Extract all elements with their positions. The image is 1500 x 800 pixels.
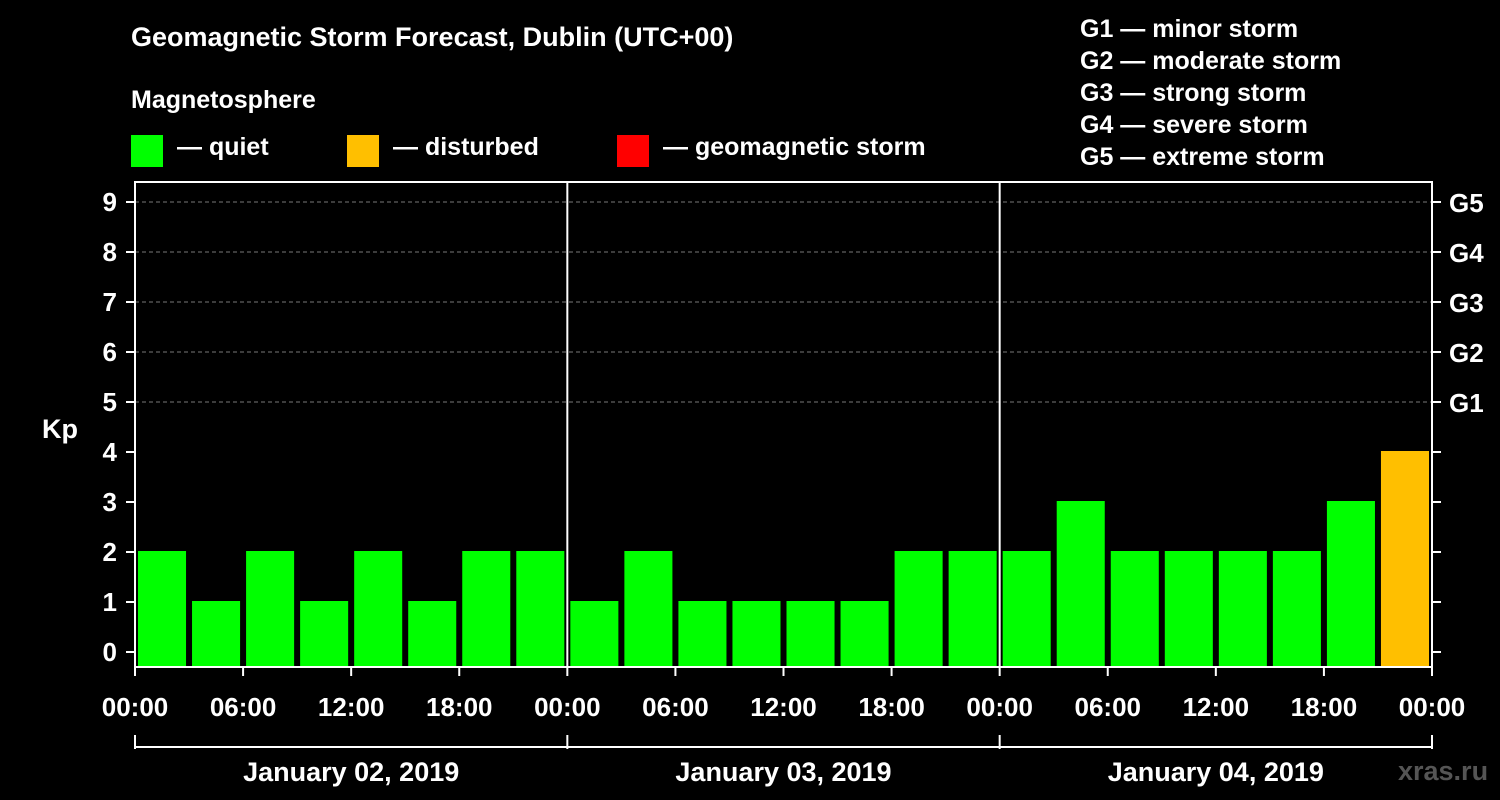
y-axis-label: Kp [42, 414, 78, 444]
storm-level-g5: G5 — extreme storm [1080, 143, 1325, 171]
bar [570, 601, 619, 667]
day-label: January 02, 2019 [243, 757, 459, 787]
y-tick-label: 5 [103, 387, 117, 417]
x-tick-label: 00:00 [534, 692, 601, 722]
bar [1164, 551, 1213, 667]
day-label: January 04, 2019 [1108, 757, 1324, 787]
x-tick-label: 18:00 [1291, 692, 1358, 722]
x-tick-label: 06:00 [1075, 692, 1142, 722]
x-tick-label: 06:00 [642, 692, 709, 722]
y-tick-label: 7 [103, 287, 117, 317]
bar [354, 551, 403, 667]
y-tick-label: 3 [103, 487, 117, 517]
storm-level-g4: G4 — severe storm [1080, 111, 1308, 139]
x-tick-label: 18:00 [858, 692, 925, 722]
y-tick-label: 0 [103, 637, 117, 667]
bar [1218, 551, 1267, 667]
bar [246, 551, 295, 667]
bar [1056, 501, 1105, 667]
bar [300, 601, 349, 667]
bar [732, 601, 781, 667]
legend-label-disturbed: — disturbed [393, 133, 539, 161]
legend-title: Magnetosphere [131, 86, 316, 114]
bar [1326, 501, 1375, 667]
x-tick-label: 06:00 [210, 692, 277, 722]
bar [516, 551, 565, 667]
bar [786, 601, 835, 667]
y-tick-label: 2 [103, 537, 117, 567]
g-level-label: G1 [1449, 388, 1484, 418]
chart-title: Geomagnetic Storm Forecast, Dublin (UTC+… [131, 22, 734, 52]
bar [138, 551, 187, 667]
storm-level-g1: G1 — minor storm [1080, 15, 1299, 43]
x-tick-label: 12:00 [318, 692, 385, 722]
bar [1380, 451, 1429, 667]
y-tick-label: 6 [103, 337, 117, 367]
x-tick-label: 18:00 [426, 692, 493, 722]
storm-level-g3: G3 — strong storm [1080, 79, 1307, 107]
bar [1110, 551, 1159, 667]
g-level-label: G4 [1449, 238, 1484, 268]
x-tick-label: 12:00 [750, 692, 817, 722]
bar [192, 601, 241, 667]
legend-swatch-disturbed [347, 135, 379, 167]
g-level-label: G5 [1449, 188, 1484, 218]
bar [840, 601, 889, 667]
legend-swatch-quiet [131, 135, 163, 167]
storm-level-g2: G2 — moderate storm [1080, 47, 1342, 75]
g-level-label: G2 [1449, 338, 1484, 368]
y-tick-label: 4 [103, 437, 118, 467]
y-tick-label: 8 [103, 237, 117, 267]
y-tick-label: 1 [103, 587, 117, 617]
bar [1002, 551, 1051, 667]
x-tick-label: 12:00 [1183, 692, 1250, 722]
x-tick-label: 00:00 [102, 692, 169, 722]
bar [948, 551, 997, 667]
bar [408, 601, 457, 667]
g-level-label: G3 [1449, 288, 1484, 318]
bar [894, 551, 943, 667]
watermark: xras.ru [1398, 756, 1489, 786]
bar [624, 551, 673, 667]
legend-label-storm: — geomagnetic storm [663, 133, 926, 161]
legend-label-quiet: — quiet [177, 133, 269, 161]
storm-level-key: G1 — minor storm G2 — moderate storm G3 … [1080, 13, 1341, 173]
bar [1272, 551, 1321, 667]
x-tick-label: 00:00 [966, 692, 1033, 722]
legend-swatch-storm [617, 135, 649, 167]
bar [678, 601, 727, 667]
day-label: January 03, 2019 [675, 757, 891, 787]
x-tick-label: 00:00 [1399, 692, 1466, 722]
y-tick-label: 9 [103, 187, 117, 217]
bar [462, 551, 511, 667]
